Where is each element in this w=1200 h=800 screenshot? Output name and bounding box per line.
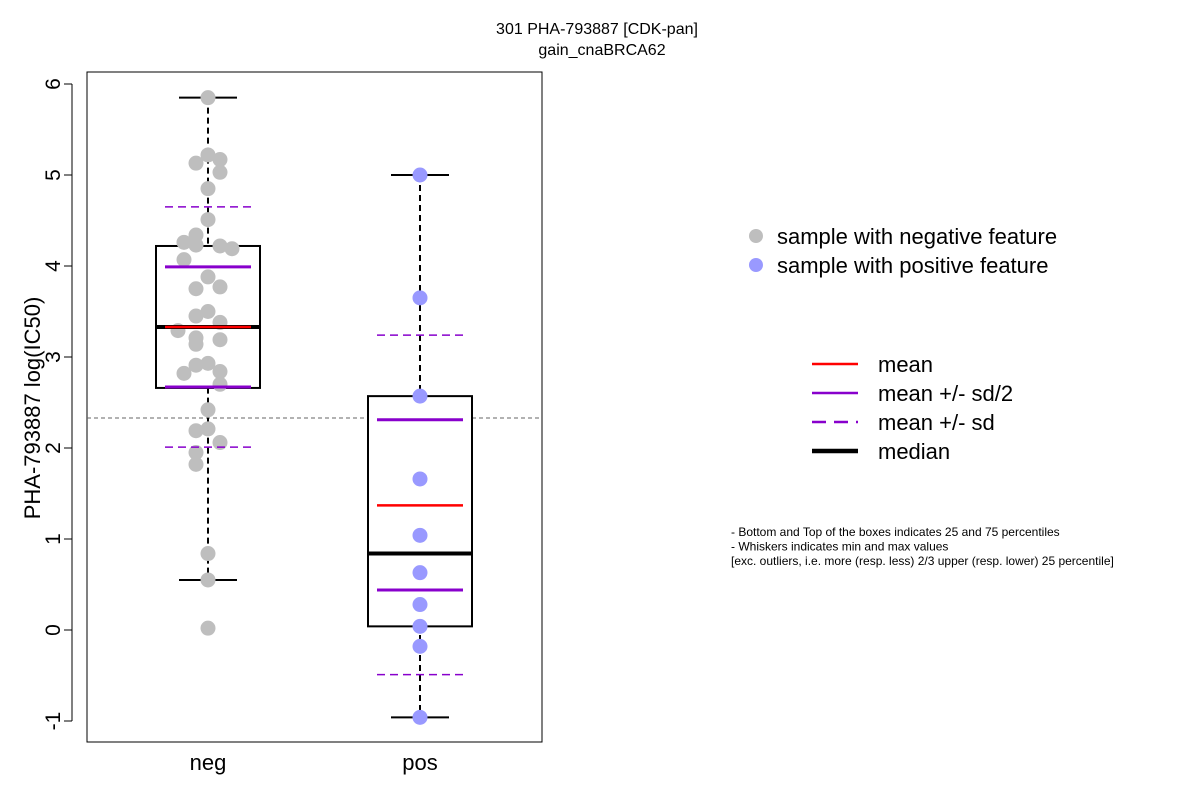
data-point [188, 357, 204, 373]
legend-point-label: sample with positive feature [777, 253, 1048, 278]
legend-point-marker [749, 258, 763, 272]
data-point [176, 365, 192, 381]
data-point [412, 388, 428, 404]
y-axis: -1 0 1 2 3 4 5 6 [42, 78, 73, 731]
y-tick-label: 2 [42, 442, 65, 454]
data-point [188, 237, 204, 253]
y-tick-label: 3 [42, 351, 65, 363]
chart-subtitle: gain_cnaBRCA62 [538, 42, 665, 59]
legend-point-label: sample with negative feature [777, 224, 1057, 249]
data-point [412, 167, 428, 183]
data-point [188, 308, 204, 324]
group-pos [367, 167, 473, 725]
chart-notes: - Bottom and Top of the boxes indicates … [731, 525, 1114, 568]
data-point [212, 164, 228, 180]
data-point [200, 269, 216, 285]
y-tick-label: 4 [42, 260, 65, 272]
data-point [200, 212, 216, 228]
y-tick-label: 0 [42, 624, 65, 636]
data-point [200, 90, 216, 106]
data-point [412, 597, 428, 613]
data-point [200, 355, 216, 371]
plot-frame [86, 71, 543, 743]
data-point [200, 304, 216, 319]
y-axis-label: PHA-793887 log(IC50) [20, 297, 45, 520]
note-line: - Whiskers indicates min and max values [731, 540, 948, 554]
data-point [188, 445, 204, 461]
points-pos [412, 167, 428, 725]
data-point [412, 565, 428, 581]
box-iqr [367, 395, 473, 628]
y-tick-label: -1 [42, 712, 65, 731]
legend-line-label: mean +/- sd [878, 410, 995, 435]
x-axis-labels: neg pos [190, 750, 438, 775]
data-point [200, 402, 216, 418]
y-tick-label: 6 [42, 78, 65, 90]
x-tick-label: neg [190, 750, 227, 775]
data-point [412, 638, 428, 654]
data-point [188, 155, 204, 171]
note-line: [exc. outliers, i.e. more (resp. less) 2… [731, 554, 1114, 568]
data-point [176, 234, 192, 250]
data-point [200, 620, 216, 636]
box-groups [155, 90, 473, 725]
data-point [212, 376, 228, 392]
data-point [200, 546, 216, 562]
chart-title: 301 PHA-793887 [CDK-pan] [496, 21, 698, 38]
y-tick-label: 1 [42, 533, 65, 545]
y-tick-label: 5 [42, 169, 65, 181]
x-tick-label: pos [402, 750, 437, 775]
data-point [200, 421, 216, 437]
data-point [188, 423, 204, 439]
data-point [412, 471, 428, 487]
legend-line-label: mean +/- sd/2 [878, 381, 1013, 406]
data-point [200, 147, 216, 163]
data-point [212, 435, 228, 451]
data-point [176, 252, 192, 268]
data-point [188, 456, 204, 472]
data-point [200, 572, 216, 588]
note-line: - Bottom and Top of the boxes indicates … [731, 525, 1060, 539]
data-point [412, 709, 428, 725]
data-point [188, 281, 204, 297]
legend-lines: mean mean +/- sd/2 mean +/- sd median [812, 352, 1013, 464]
data-point [212, 152, 228, 168]
data-point [188, 336, 204, 352]
data-point [200, 181, 216, 197]
data-point [212, 279, 228, 295]
legend-points: sample with negative feature sample with … [749, 224, 1057, 278]
data-point [412, 618, 428, 634]
legend-line-label: mean [878, 352, 933, 377]
data-point [212, 332, 228, 348]
legend-line-label: median [878, 439, 950, 464]
legend-point-marker [749, 229, 763, 243]
data-point [212, 364, 228, 380]
group-neg [155, 90, 261, 636]
points-neg [170, 90, 240, 636]
data-point [412, 290, 428, 306]
data-point [412, 527, 428, 543]
data-point [212, 238, 228, 254]
data-point [224, 241, 240, 257]
